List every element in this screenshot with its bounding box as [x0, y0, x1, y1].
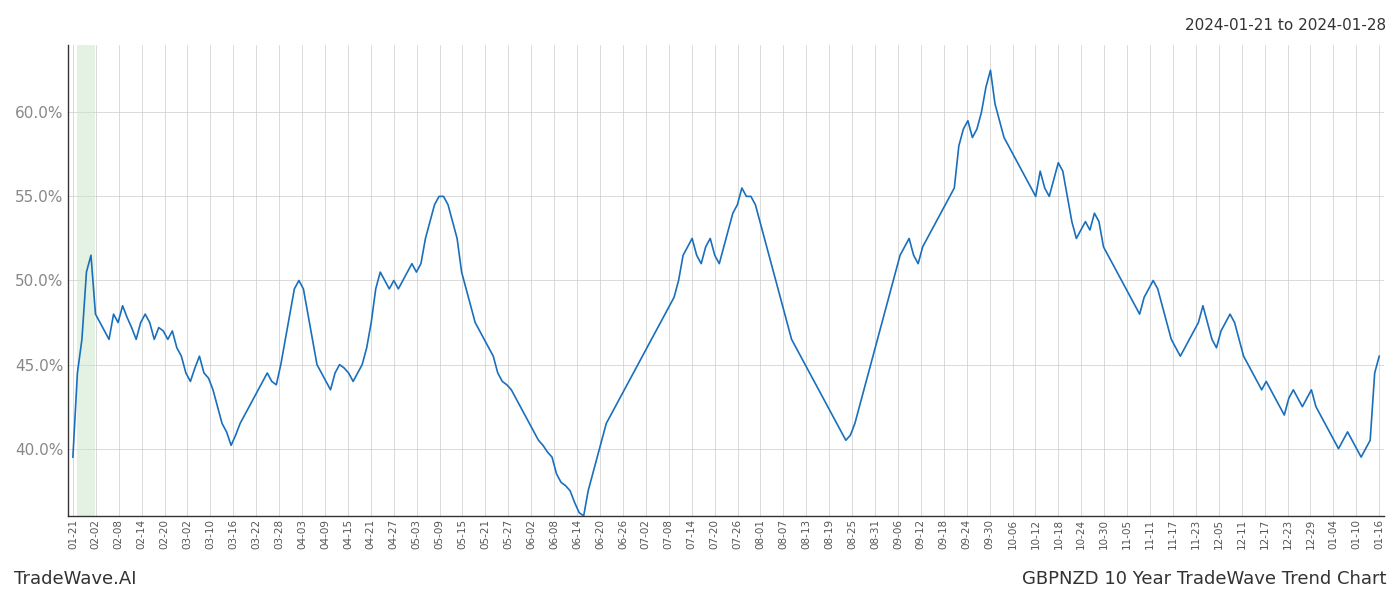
Text: GBPNZD 10 Year TradeWave Trend Chart: GBPNZD 10 Year TradeWave Trend Chart [1022, 570, 1386, 588]
Bar [77, 45, 95, 516]
Text: 2024-01-21 to 2024-01-28: 2024-01-21 to 2024-01-28 [1184, 18, 1386, 33]
Text: TradeWave.AI: TradeWave.AI [14, 570, 137, 588]
